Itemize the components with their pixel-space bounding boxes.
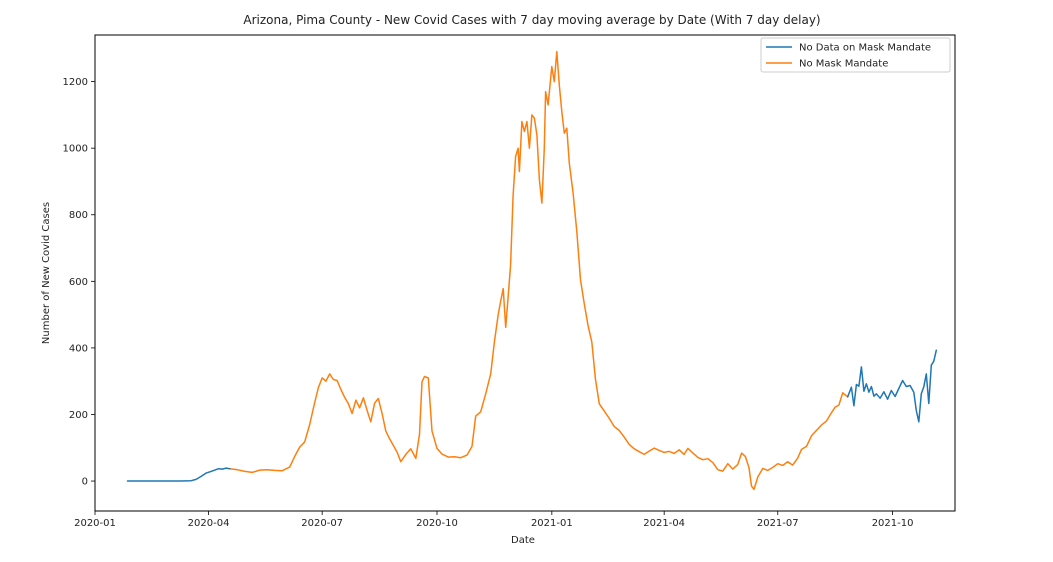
y-tick-label: 400: [69, 343, 88, 354]
x-tick-label: 2020-07: [301, 518, 343, 529]
x-tick-label: 2021-10: [872, 518, 914, 529]
x-tick-label: 2020-01: [74, 518, 116, 529]
y-tick-label: 800: [69, 210, 88, 221]
legend-label-no-mask-mandate: No Mask Mandate: [799, 59, 888, 70]
y-axis-label: Number of New Covid Cases: [41, 202, 52, 344]
series-line-no-data-on-mask-mandate-1: [846, 349, 938, 423]
series-layer: [126, 50, 938, 491]
x-tick-label: 2021-07: [757, 518, 799, 529]
legend-label-no-data-on-mask-mandate: No Data on Mask Mandate: [799, 43, 931, 54]
series-line-no-mask-mandate-0: [229, 50, 849, 491]
y-tick-label: 600: [69, 277, 88, 288]
chart-title: Arizona, Pima County - New Covid Cases w…: [243, 13, 820, 27]
x-tick-label: 2021-04: [643, 518, 685, 529]
plot-area-frame: [94, 34, 956, 512]
x-axis: 2020-01 2020-04 2020-07 2020-10 2021-01 2021-…: [74, 511, 913, 529]
y-tick-label: 1000: [63, 144, 88, 155]
series-line-no-data-on-mask-mandate-0: [126, 467, 231, 482]
y-tick-label: 1200: [63, 77, 88, 88]
legend-box: [760, 37, 951, 73]
y-tick-label: 200: [69, 410, 88, 421]
x-tick-label: 2020-04: [188, 518, 230, 529]
x-tick-label: 2020-10: [416, 518, 458, 529]
y-tick-label: 0: [82, 477, 88, 488]
y-axis: 0 200 400 600 800 1000 1200: [63, 77, 95, 488]
chart-legend: No Data on Mask Mandate No Mask Mandate: [760, 37, 951, 73]
x-tick-label: 2021-01: [531, 518, 573, 529]
x-axis-label: Date: [511, 535, 535, 546]
